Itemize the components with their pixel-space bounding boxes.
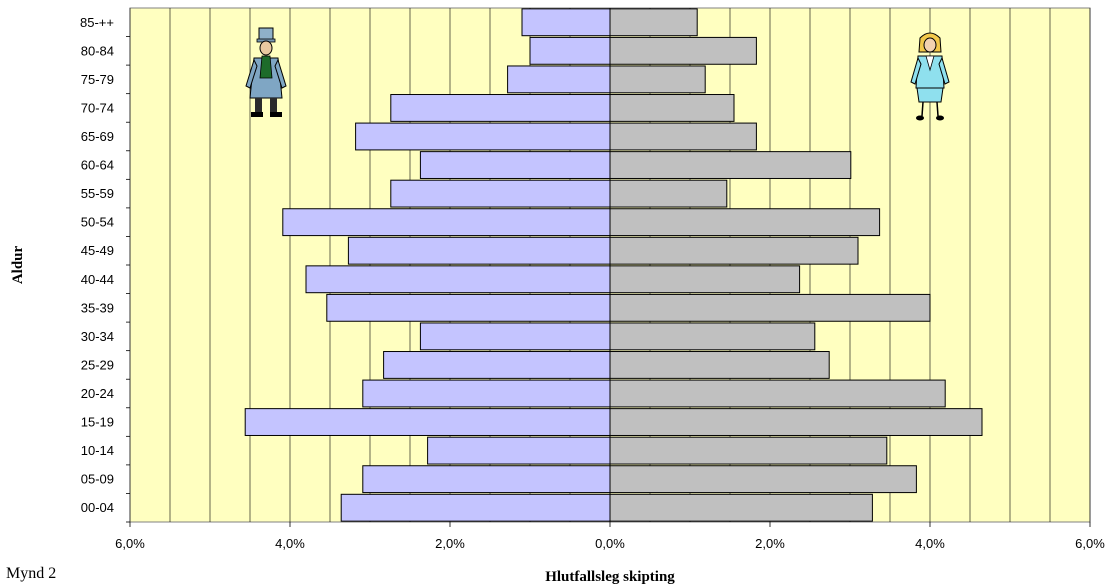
bar-right-10-14 xyxy=(609,436,888,465)
y-tick-label: 25-29 xyxy=(81,357,114,372)
bar-right-15-19 xyxy=(609,408,983,436)
bar-right-50-54 xyxy=(609,208,881,237)
x-tick-label: 4,0% xyxy=(275,536,305,551)
bar-left-55-59 xyxy=(390,179,611,208)
y-tick-label: 45-49 xyxy=(81,243,114,258)
bar-left-35-39 xyxy=(326,293,611,322)
bar-right-45-49 xyxy=(609,236,859,265)
bar-left-10-14 xyxy=(427,436,611,465)
bar-left-25-29 xyxy=(383,351,611,379)
bars xyxy=(244,8,983,522)
x-tick-label: 2,0% xyxy=(435,536,465,551)
y-tick-label: 00-04 xyxy=(81,500,114,515)
x-tick-label: 0,0% xyxy=(595,536,625,551)
bar-right-30-34 xyxy=(609,322,816,351)
bar-right-25-29 xyxy=(609,351,830,379)
x-tick-label: 4,0% xyxy=(915,536,945,551)
y-tick-label: 85-++ xyxy=(80,15,114,30)
bar-right-20-24 xyxy=(609,379,946,408)
y-tick-label: 35-39 xyxy=(81,300,114,315)
y-tick-label: 40-44 xyxy=(81,272,114,287)
bar-right-60-64 xyxy=(609,151,852,179)
y-tick-label: 05-09 xyxy=(81,472,114,487)
bar-left-00-04 xyxy=(340,493,611,522)
bar-right-40-44 xyxy=(609,265,801,294)
y-tick-label: 20-24 xyxy=(81,386,114,401)
bar-right-80-84 xyxy=(609,36,757,65)
bar-right-35-39 xyxy=(609,293,931,322)
y-tick-label: 60-64 xyxy=(81,158,114,173)
figure-caption: Mynd 2 xyxy=(6,565,56,582)
y-tick-label: 75-79 xyxy=(81,72,114,87)
x-axis-title: Hlutfallsleg skipting xyxy=(545,569,675,585)
y-tick-label: 65-69 xyxy=(81,129,114,144)
woman-figure-icon xyxy=(910,32,950,121)
bar-right-70-74 xyxy=(609,94,735,122)
x-tick-label: 6,0% xyxy=(1075,536,1105,551)
y-axis-ticks: 00-04 05-09 10-14 15-19 20-24 25-29 30-34 35-39… xyxy=(80,15,130,523)
bar-left-60-64 xyxy=(419,151,611,179)
bar-left-70-74 xyxy=(390,94,611,122)
bar-left-85-++ xyxy=(521,8,611,37)
bar-left-30-34 xyxy=(419,322,611,351)
bar-left-15-19 xyxy=(244,408,611,436)
bar-left-45-49 xyxy=(347,236,611,265)
bar-right-75-79 xyxy=(609,65,706,94)
x-axis-ticks: 6,0% 4,0% 2,0% 0,0% 2,0% 4,0% 6,0% xyxy=(115,522,1105,551)
bar-left-40-44 xyxy=(305,265,611,294)
bar-right-85-++ xyxy=(609,8,698,37)
bar-right-05-09 xyxy=(609,465,917,494)
y-tick-label: 15-19 xyxy=(81,415,114,430)
y-tick-label: 80-84 xyxy=(81,43,114,58)
y-tick-label: 50-54 xyxy=(81,215,114,230)
bar-left-75-79 xyxy=(507,65,611,94)
bar-right-65-69 xyxy=(609,122,757,151)
y-tick-label: 10-14 xyxy=(81,443,114,458)
y-tick-label: 55-59 xyxy=(81,186,114,201)
y-tick-label: 30-34 xyxy=(81,329,114,344)
bar-right-55-59 xyxy=(609,179,728,208)
y-tick-label: 70-74 xyxy=(81,100,114,115)
bar-right-00-04 xyxy=(609,493,873,522)
bar-left-80-84 xyxy=(529,36,611,65)
x-tick-label: 2,0% xyxy=(755,536,785,551)
bar-left-20-24 xyxy=(362,379,611,408)
bar-left-50-54 xyxy=(282,208,611,237)
y-axis-title: Aldur xyxy=(10,245,26,284)
x-tick-label: 6,0% xyxy=(115,536,145,551)
bar-left-05-09 xyxy=(362,465,611,494)
bar-left-65-69 xyxy=(355,122,611,151)
man-figure-icon xyxy=(245,27,287,117)
